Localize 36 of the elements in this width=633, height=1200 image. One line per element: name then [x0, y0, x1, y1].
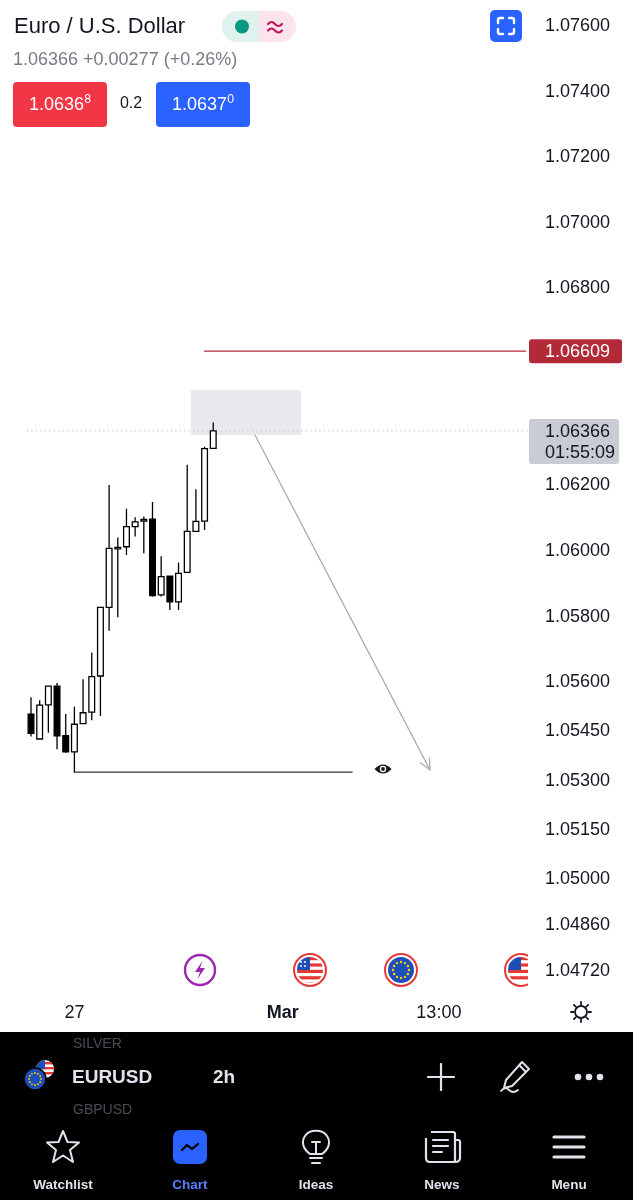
x-tick-label: 27 [64, 1001, 85, 1022]
y-tick-label: 1.05800 [545, 605, 611, 626]
y-tick-label: 1.05600 [545, 671, 611, 692]
x-tick-label: 13:00 [416, 1001, 462, 1022]
text: 1.06366 +0.00277 (+0.26%) [13, 48, 238, 70]
y-tick-label: 1.05000 [545, 868, 611, 889]
annotation: 0.2 [118, 94, 144, 112]
y-tick-label: 1.07400 [545, 80, 611, 101]
text: Ideas [297, 1177, 335, 1192]
y-tick-label: 1.07600 [545, 14, 611, 35]
y-tick-label: 1.07000 [545, 211, 611, 232]
annotation: 1.0637$^{0}$ [172, 92, 234, 115]
chart-title: Euro / U.S. Dollar [14, 13, 186, 39]
text: EURUSD [72, 1066, 153, 1088]
y-tick-label: 1.06000 [545, 539, 611, 560]
text: 2h [213, 1066, 236, 1088]
price-button[interactable]: 1.0637$^{0}$ [156, 82, 250, 127]
y-tick-label: 1.05300 [545, 769, 611, 790]
text: GBPUSD [73, 1101, 133, 1117]
y-tick-label: 1.06800 [545, 277, 611, 298]
price-button[interactable]: 1.0636$^{8}$ [13, 82, 107, 127]
y-tick-label: 1.07200 [545, 146, 611, 167]
series-label: 1.06609 [545, 341, 611, 362]
y-tick-label: 1.04720 [545, 959, 611, 980]
text: Chart [171, 1177, 209, 1192]
text: SILVER [73, 1035, 122, 1051]
y-tick-label: 1.06200 [545, 474, 611, 495]
y-tick-label: 1.05150 [545, 818, 611, 839]
annotation: 1.0636$^{8}$ [29, 92, 91, 115]
y-tick-label: 1.05450 [545, 720, 611, 741]
text: Menu [550, 1177, 588, 1192]
text: Watchlist [32, 1177, 94, 1192]
y-tick-label: 1.04860 [545, 914, 611, 935]
x-tick-label: Mar [266, 1001, 299, 1022]
ref-line-label: 1.06366 01:55:09 [545, 420, 616, 462]
text: News [423, 1177, 461, 1192]
